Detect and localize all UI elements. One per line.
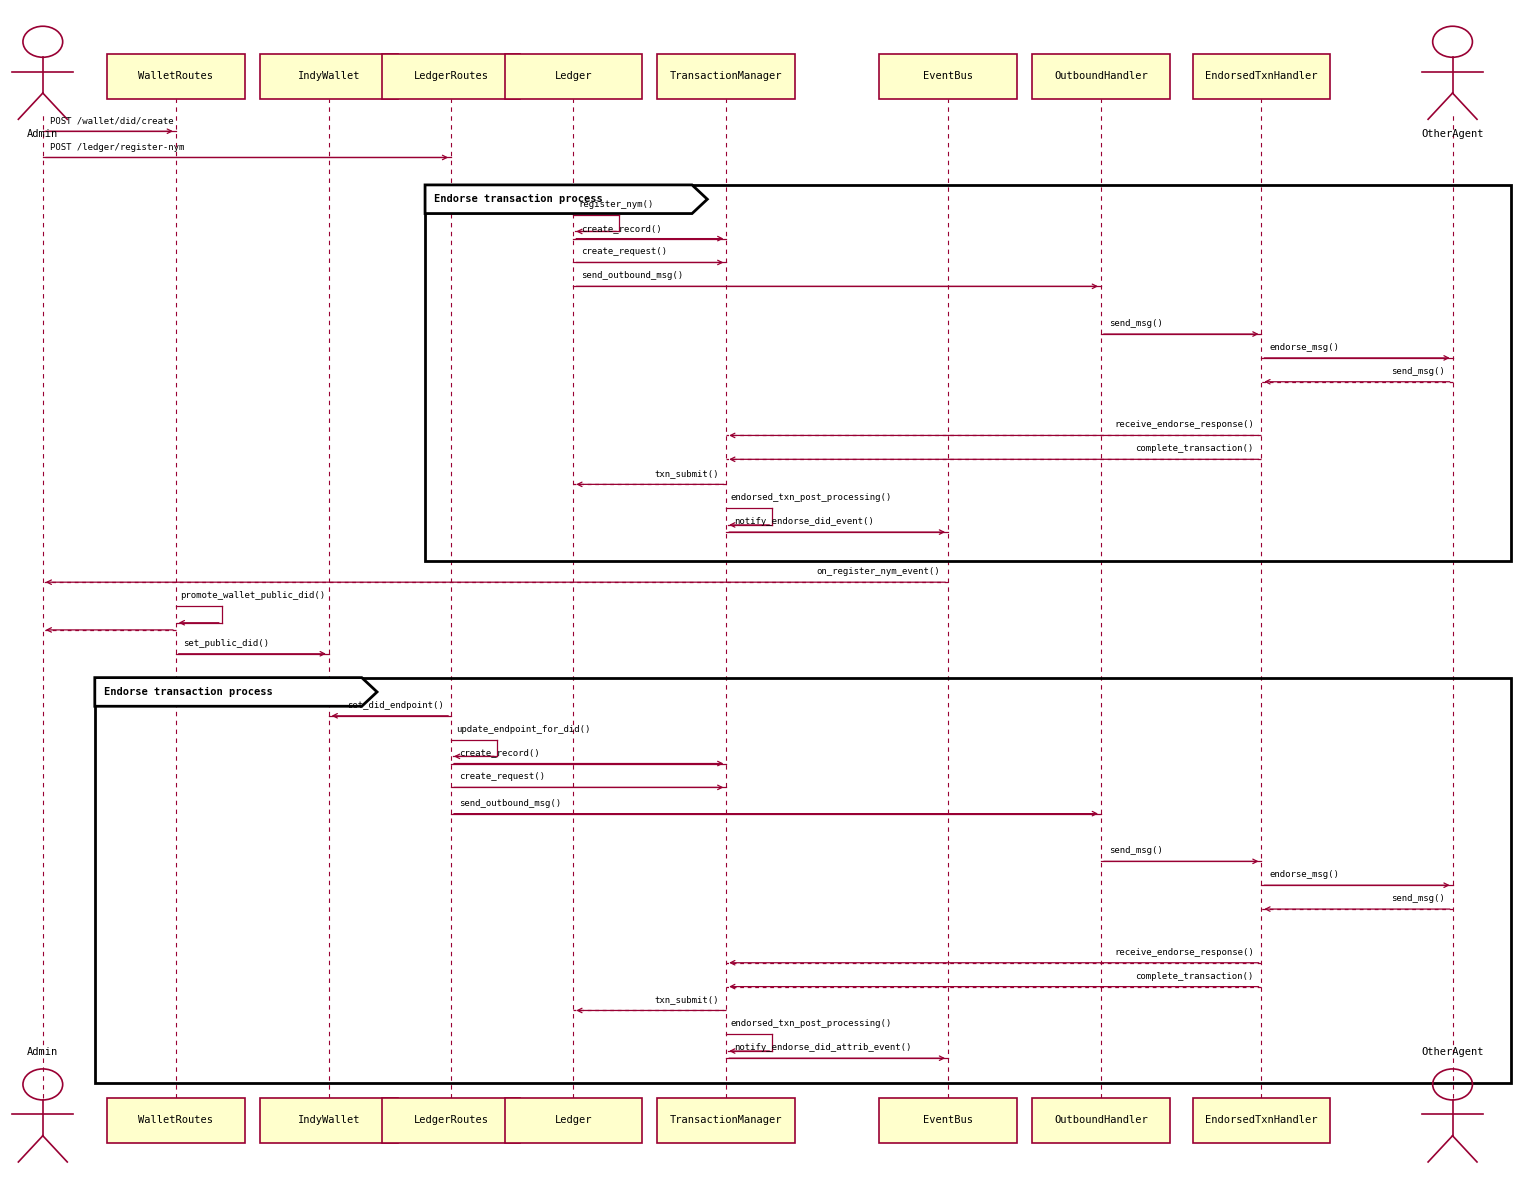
Text: txn_submit(): txn_submit() [654,995,719,1005]
Text: IndyWallet: IndyWallet [298,72,359,81]
FancyBboxPatch shape [382,1098,520,1143]
Text: send_msg(): send_msg() [1109,319,1162,328]
FancyBboxPatch shape [1032,1098,1170,1143]
Text: OtherAgent: OtherAgent [1422,129,1483,138]
Text: send_msg(): send_msg() [1391,894,1445,903]
Text: create_record(): create_record() [459,748,540,758]
Text: send_msg(): send_msg() [1391,366,1445,376]
Text: Endorse transaction process: Endorse transaction process [434,194,602,204]
Text: create_record(): create_record() [581,223,662,233]
Text: register_nym(): register_nym() [578,199,653,209]
Text: endorsed_txn_post_processing(): endorsed_txn_post_processing() [731,493,891,502]
Text: complete_transaction(): complete_transaction() [1136,971,1254,981]
FancyBboxPatch shape [505,54,642,99]
Text: txn_submit(): txn_submit() [654,469,719,478]
FancyBboxPatch shape [260,1098,398,1143]
FancyBboxPatch shape [657,1098,795,1143]
FancyBboxPatch shape [879,1098,1017,1143]
FancyBboxPatch shape [1193,54,1330,99]
Text: update_endpoint_for_did(): update_endpoint_for_did() [456,724,590,734]
FancyBboxPatch shape [505,1098,642,1143]
Text: set_public_did(): set_public_did() [183,638,269,648]
Text: OtherAgent: OtherAgent [1422,1047,1483,1057]
Text: Ledger: Ledger [555,72,592,81]
Text: receive_endorse_response(): receive_endorse_response() [1115,420,1254,429]
FancyBboxPatch shape [657,54,795,99]
Polygon shape [95,678,378,706]
Text: OutboundHandler: OutboundHandler [1053,1115,1148,1125]
Text: POST /ledger/register-nym: POST /ledger/register-nym [50,142,185,152]
Text: LedgerRoutes: LedgerRoutes [413,72,489,81]
Text: create_request(): create_request() [459,772,544,781]
Text: endorse_msg(): endorse_msg() [1269,342,1339,352]
Text: LedgerRoutes: LedgerRoutes [413,1115,489,1125]
Text: Ledger: Ledger [555,1115,592,1125]
Text: promote_wallet_public_did(): promote_wallet_public_did() [180,591,326,600]
Polygon shape [425,185,708,214]
Text: WalletRoutes: WalletRoutes [138,72,214,81]
Text: notify_endorse_did_event(): notify_endorse_did_event() [734,517,873,526]
Text: EventBus: EventBus [924,72,972,81]
FancyBboxPatch shape [879,54,1017,99]
Text: endorsed_txn_post_processing(): endorsed_txn_post_processing() [731,1019,891,1028]
Text: endorse_msg(): endorse_msg() [1269,870,1339,879]
Text: set_did_endpoint(): set_did_endpoint() [347,700,443,710]
Text: OutboundHandler: OutboundHandler [1053,72,1148,81]
FancyBboxPatch shape [382,54,520,99]
Text: send_outbound_msg(): send_outbound_msg() [581,271,683,280]
Text: send_msg(): send_msg() [1109,846,1162,855]
Text: send_outbound_msg(): send_outbound_msg() [459,798,561,808]
Text: WalletRoutes: WalletRoutes [138,1115,214,1125]
FancyBboxPatch shape [1193,1098,1330,1143]
Text: EventBus: EventBus [924,1115,972,1125]
FancyBboxPatch shape [107,1098,245,1143]
Text: notify_endorse_did_attrib_event(): notify_endorse_did_attrib_event() [734,1043,911,1052]
FancyBboxPatch shape [1032,54,1170,99]
Text: EndorsedTxnHandler: EndorsedTxnHandler [1205,72,1318,81]
FancyBboxPatch shape [260,54,398,99]
Text: EndorsedTxnHandler: EndorsedTxnHandler [1205,1115,1318,1125]
Text: complete_transaction(): complete_transaction() [1136,444,1254,453]
Text: Admin: Admin [28,1047,58,1057]
Text: Admin: Admin [28,129,58,138]
Text: create_request(): create_request() [581,247,667,256]
Text: TransactionManager: TransactionManager [670,72,783,81]
Text: POST /wallet/did/create: POST /wallet/did/create [50,116,174,125]
Text: receive_endorse_response(): receive_endorse_response() [1115,947,1254,957]
FancyBboxPatch shape [107,54,245,99]
Text: IndyWallet: IndyWallet [298,1115,359,1125]
Text: on_register_nym_event(): on_register_nym_event() [816,567,940,576]
Text: TransactionManager: TransactionManager [670,1115,783,1125]
Text: Endorse transaction process: Endorse transaction process [104,687,272,697]
